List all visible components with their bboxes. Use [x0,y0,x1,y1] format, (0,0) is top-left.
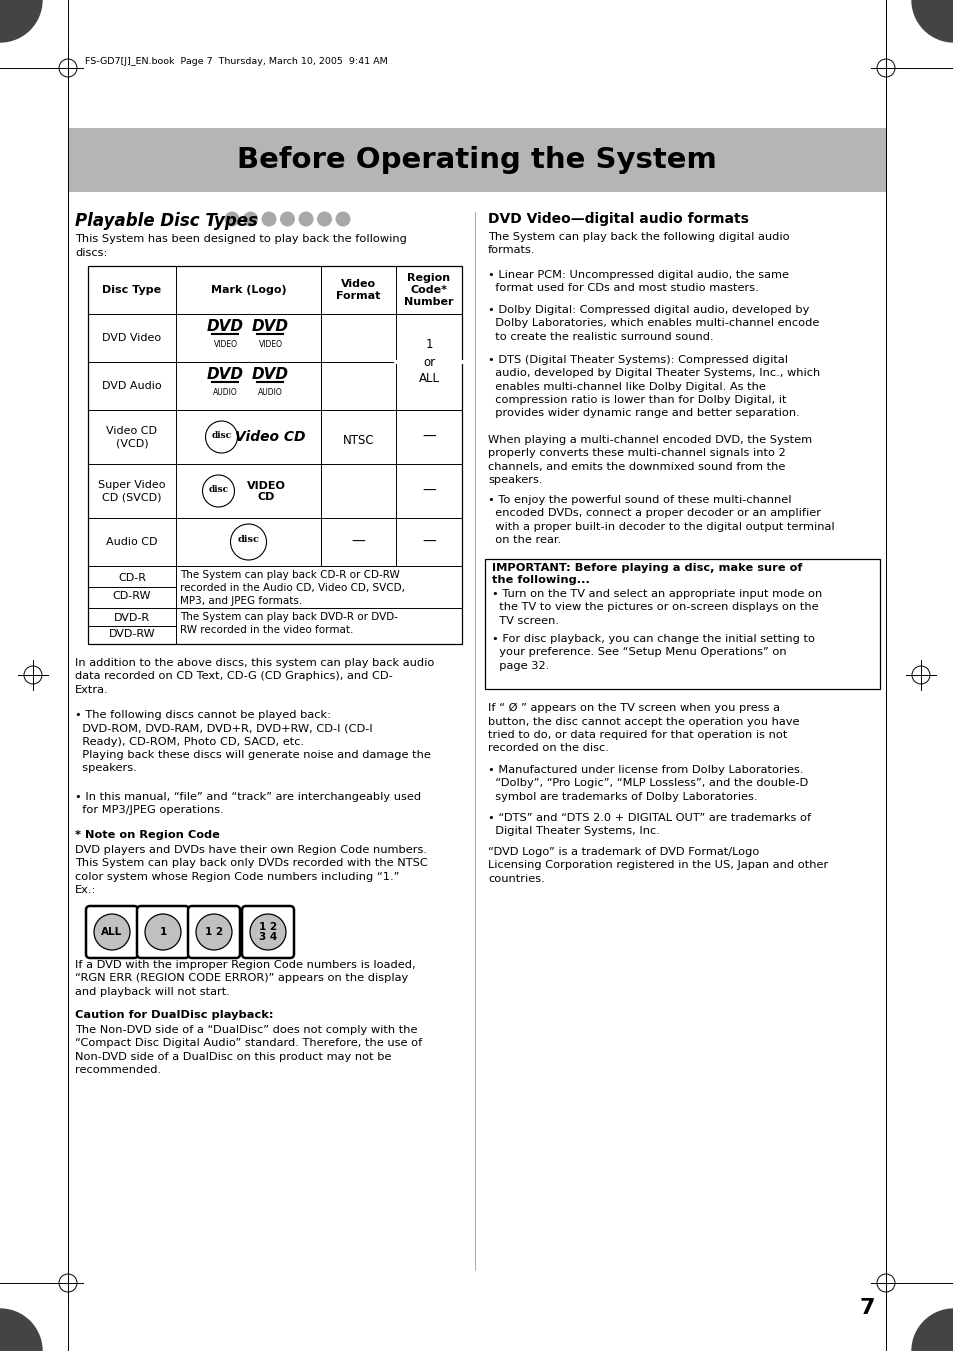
Text: When playing a multi-channel encoded DVD, the System
properly converts these mul: When playing a multi-channel encoded DVD… [488,435,811,485]
Text: “DVD Logo” is a trademark of DVD Format/Logo
Licensing Corporation registered in: “DVD Logo” is a trademark of DVD Format/… [488,847,827,884]
Text: Before Operating the System: Before Operating the System [237,146,716,174]
Text: • The following discs cannot be played back:
  DVD-ROM, DVD-RAM, DVD+R, DVD+RW, : • The following discs cannot be played b… [75,711,431,773]
Text: DVD: DVD [207,319,244,334]
Text: —: — [352,535,365,549]
Circle shape [335,212,350,227]
Text: If “ Ø ” appears on the TV screen when you press a
button, the disc cannot accep: If “ Ø ” appears on the TV screen when y… [488,703,799,754]
Text: CD-RW: CD-RW [112,592,152,601]
Circle shape [243,212,257,227]
Text: The System can play back DVD-R or DVD-
RW recorded in the video format.: The System can play back DVD-R or DVD- R… [180,612,397,635]
Text: • “DTS” and “DTS 2.0 + DIGITAL OUT” are trademarks of
  Digital Theater Systems,: • “DTS” and “DTS 2.0 + DIGITAL OUT” are … [488,813,810,836]
Circle shape [250,915,286,950]
Text: FS-GD7[J]_EN.book  Page 7  Thursday, March 10, 2005  9:41 AM: FS-GD7[J]_EN.book Page 7 Thursday, March… [85,58,387,66]
Bar [68,128,885,192]
Text: In addition to the above discs, this system can play back audio
data recorded on: In addition to the above discs, this sys… [75,658,434,694]
Text: VIDEO: VIDEO [258,340,282,349]
Text: DVD players and DVDs have their own Region Code numbers.
This System can play ba: DVD players and DVDs have their own Regi… [75,844,427,896]
Text: —: — [421,484,436,499]
Text: The System can play back the following digital audio
formats.: The System can play back the following d… [488,232,789,255]
Circle shape [316,212,332,227]
Wedge shape [0,0,42,42]
FancyBboxPatch shape [242,907,294,958]
Text: AUDIO: AUDIO [258,388,283,397]
Circle shape [202,476,234,507]
Text: 7: 7 [859,1298,874,1319]
Text: Disc Type: Disc Type [102,285,161,295]
Text: • Linear PCM: Uncompressed digital audio, the same
  format used for CDs and mos: • Linear PCM: Uncompressed digital audio… [488,270,788,293]
Text: The Non-DVD side of a “DualDisc” does not comply with the
“Compact Disc Digital : The Non-DVD side of a “DualDisc” does no… [75,1025,422,1075]
Text: disc: disc [237,535,259,544]
Text: Mark (Logo): Mark (Logo) [211,285,286,295]
Text: Region
Code*
Number: Region Code* Number [404,273,454,307]
Circle shape [205,422,237,453]
Text: The System can play back CD-R or CD-RW
recorded in the Audio CD, Video CD, SVCD,: The System can play back CD-R or CD-RW r… [180,570,405,607]
Text: CD: CD [257,492,274,503]
FancyBboxPatch shape [188,907,240,958]
Circle shape [145,915,181,950]
Text: DVD Video—digital audio formats: DVD Video—digital audio formats [488,212,748,226]
Circle shape [224,212,239,227]
Text: DVD: DVD [252,319,289,334]
Text: 1 2: 1 2 [205,927,223,938]
Text: DVD-R: DVD-R [113,613,150,623]
Text: Video CD
(VCD): Video CD (VCD) [107,426,157,449]
Text: AUDIO: AUDIO [213,388,237,397]
Text: • Turn on the TV and select an appropriate input mode on
  the TV to view the pi: • Turn on the TV and select an appropria… [492,589,821,626]
Text: • To enjoy the powerful sound of these multi-channel
  encoded DVDs, connect a p: • To enjoy the powerful sound of these m… [488,494,834,544]
Circle shape [298,212,314,227]
Text: —: — [421,430,436,444]
Text: NTSC: NTSC [342,434,374,446]
Text: • Manufactured under license from Dolby Laboratories.
  “Dolby”, “Pro Logic”, “M: • Manufactured under license from Dolby … [488,765,807,801]
Text: Audio CD: Audio CD [106,536,157,547]
Circle shape [280,212,294,227]
Text: DVD-RW: DVD-RW [109,630,155,639]
Text: 1: 1 [159,927,167,938]
Text: IMPORTANT: Before playing a disc, make sure of
the following...: IMPORTANT: Before playing a disc, make s… [492,563,801,585]
Text: • DTS (Digital Theater Systems): Compressed digital
  audio, developed by Digita: • DTS (Digital Theater Systems): Compres… [488,355,820,419]
Text: disc: disc [208,485,229,493]
Text: ALL: ALL [101,927,123,938]
Text: —: — [421,535,436,549]
Circle shape [195,915,232,950]
FancyBboxPatch shape [137,907,189,958]
Wedge shape [911,0,953,42]
Wedge shape [911,1309,953,1351]
Text: CD-R: CD-R [118,573,146,582]
Text: DVD: DVD [207,367,244,382]
Circle shape [231,524,266,561]
Text: 1 2
3 4: 1 2 3 4 [258,921,276,943]
FancyBboxPatch shape [86,907,138,958]
Text: This System has been designed to play back the following
discs:: This System has been designed to play ba… [75,234,406,258]
Text: VIDEO: VIDEO [247,481,286,490]
Text: Video CD: Video CD [235,430,305,444]
Circle shape [94,915,130,950]
Text: DVD: DVD [252,367,289,382]
Text: Super Video
CD (SVCD): Super Video CD (SVCD) [98,480,166,503]
Text: Video
Format: Video Format [336,280,380,301]
Text: If a DVD with the improper Region Code numbers is loaded,
“RGN ERR (REGION CODE : If a DVD with the improper Region Code n… [75,961,416,997]
Bar [88,266,461,644]
Text: VIDEO: VIDEO [213,340,237,349]
Text: DVD Audio: DVD Audio [102,381,162,390]
Text: DVD Video: DVD Video [102,332,161,343]
Text: 1
or
ALL: 1 or ALL [418,339,439,385]
Bar [484,559,879,689]
Circle shape [261,212,276,227]
Text: • Dolby Digital: Compressed digital audio, developed by
  Dolby Laboratories, wh: • Dolby Digital: Compressed digital audi… [488,305,819,342]
Text: * Note on Region Code: * Note on Region Code [75,830,219,840]
Text: Playable Disc Types: Playable Disc Types [75,212,257,230]
Wedge shape [0,1309,42,1351]
Text: • For disc playback, you can change the initial setting to
  your preference. Se: • For disc playback, you can change the … [492,634,814,670]
Text: disc: disc [212,431,232,439]
Text: Caution for DualDisc playback:: Caution for DualDisc playback: [75,1011,274,1020]
Text: • In this manual, “file” and “track” are interchangeably used
  for MP3/JPEG ope: • In this manual, “file” and “track” are… [75,792,420,816]
